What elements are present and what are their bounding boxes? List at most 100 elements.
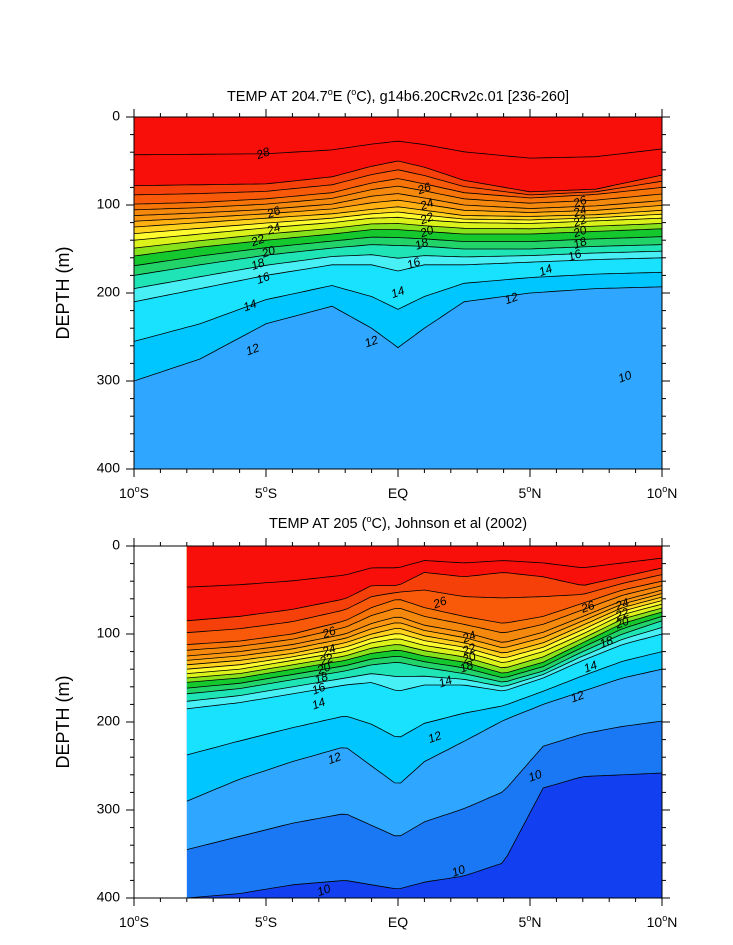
isotherm-line [186,772,663,898]
contour-label: 16 [566,246,584,264]
contour-label: 14 [310,695,328,713]
isotherm-line [134,216,662,241]
isotherm-line [134,185,662,211]
contour-label: 22 [317,651,336,669]
y-tick-label: 300 [97,372,121,388]
contour-label: 12 [363,333,381,351]
y-axis-label: DEPTH (m) [53,247,73,340]
isotherm-line [134,160,662,193]
isotherm-line [186,607,663,679]
contour-label: 24 [417,195,436,213]
isotherm-line [186,589,663,657]
contour-label: 16 [254,269,272,287]
contour-label: 12 [569,688,587,706]
y-tick-label: 0 [112,537,120,553]
contour-label: 14 [582,658,600,676]
contour-label: 18 [249,255,267,273]
isotherm-line [134,236,662,267]
contour-label: 20 [459,649,478,667]
isotherm-line [186,627,663,702]
isotherm-line [186,620,663,695]
contour-label: 10 [315,881,333,899]
y-tick-label: 400 [97,889,121,905]
isotherm-line [186,580,663,645]
isotherm-line [186,668,663,802]
isotherm-line [134,286,662,382]
isotherm-line [134,228,662,257]
isotherm-line [186,596,663,666]
temperature-band [186,546,663,588]
y-tick-label: 100 [97,625,121,641]
x-tick-label: 10oN [647,913,678,930]
isotherm-line [186,603,663,674]
contour-label: 26 [415,179,434,197]
contour-label: 14 [241,296,259,314]
chart-title: TEMP AT 204.7oE (oC), g14b6.20CRv2c.01 [… [227,87,569,105]
x-tick-label: 5oS [255,484,277,501]
contour-label: 18 [413,235,431,253]
x-tick-label: 10oN [647,484,678,501]
isotherm-line [186,585,663,651]
contour-label: 16 [405,254,423,272]
isotherm-line [134,193,662,216]
contour-label: 24 [264,220,283,238]
contour-fill-area [134,117,662,469]
y-tick-label: 100 [97,196,121,212]
contour-label: 12 [244,340,262,358]
contour-label: 22 [459,640,478,658]
isotherm-line [134,211,662,234]
contour-label: 22 [570,212,589,230]
contour-label: 16 [310,680,328,698]
isotherm-line [134,178,662,205]
contour-label: 10 [616,368,634,386]
contour-label: 12 [503,289,521,307]
chart-title: TEMP AT 205 (oC), Johnson et al (2002) [269,514,527,532]
contour-label: 26 [578,598,597,616]
contour-label: 18 [598,633,616,651]
x-tick-label: 5oN [519,913,542,930]
y-axis-label: DEPTH (m) [53,676,73,769]
isotherm-line [134,140,662,159]
contour-label: 10 [526,767,544,785]
y-tick-label: 200 [97,713,121,729]
isotherm-line [186,633,663,710]
contour-label: 10 [450,862,468,880]
x-tick-label: 5oN [519,484,542,501]
isotherm-line [186,651,663,756]
isotherm-line [134,250,662,289]
isotherm-line [134,199,662,222]
contour-label: 26 [319,623,338,641]
contour-label: 20 [570,223,589,241]
contour-label: 14 [389,283,407,301]
contour-label: 26 [570,193,589,211]
isotherm-line [134,244,662,276]
contour-label: 20 [613,614,632,632]
contour-label: 14 [537,261,555,279]
y-tick-label: 300 [97,801,121,817]
contour-label: 26 [264,203,283,221]
contour-label: 12 [426,728,444,746]
contour-label: 24 [613,595,632,613]
contour-label: 20 [314,659,333,677]
contour-label: 18 [458,658,476,676]
isotherm-line [186,574,663,634]
isotherm-line [186,593,663,661]
x-tick-label: EQ [388,485,408,501]
contour-label: 26 [430,593,449,611]
isotherm-line [186,567,663,622]
contour-fill-area [186,546,663,898]
temperature-band [134,117,662,159]
isotherm-line [186,616,663,689]
contour-label: 12 [326,749,344,767]
x-tick-label: 10oS [119,484,149,501]
isotherm-line [134,206,662,228]
contour-label: 22 [417,209,436,227]
isotherm-line [134,169,662,196]
isotherm-line [186,720,663,850]
contour-label: 28 [253,144,272,162]
contour-label: 18 [312,669,330,687]
contour-label: 20 [259,243,278,261]
isotherm-line [134,271,662,342]
